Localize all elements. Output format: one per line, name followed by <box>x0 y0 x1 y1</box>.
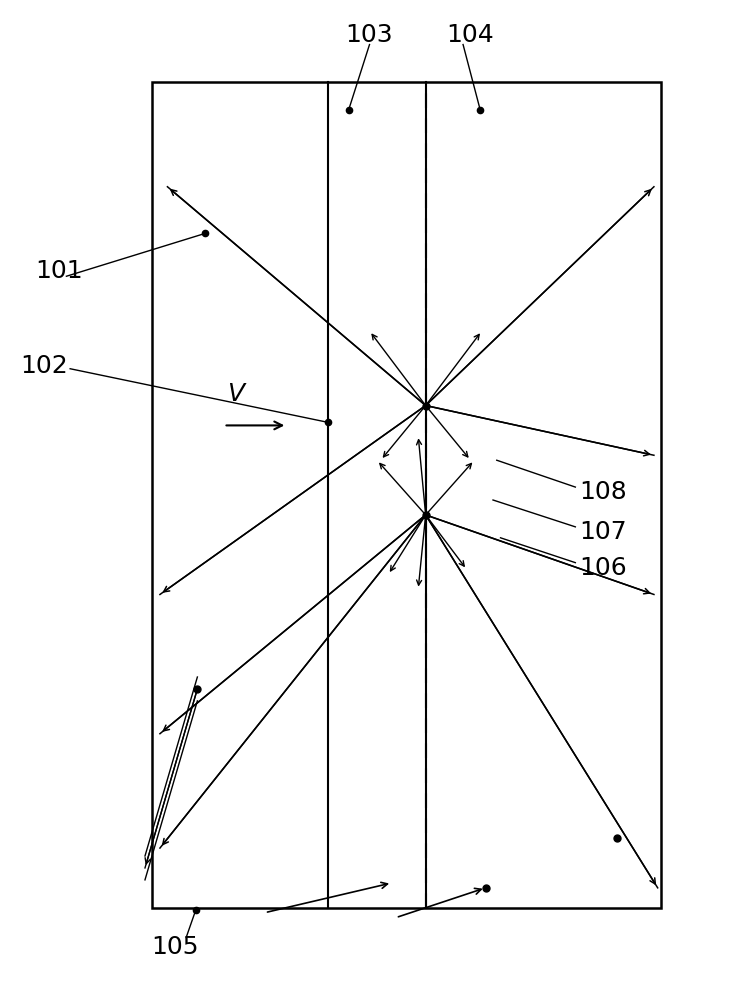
Text: 103: 103 <box>345 23 394 47</box>
Text: V: V <box>227 382 244 406</box>
Text: 104: 104 <box>446 23 495 47</box>
Text: 102: 102 <box>20 354 68 378</box>
Text: 105: 105 <box>151 936 198 960</box>
Bar <box>152 82 661 908</box>
Text: 101: 101 <box>35 259 83 283</box>
Text: 107: 107 <box>579 520 627 544</box>
Text: 106: 106 <box>579 556 627 580</box>
Text: 108: 108 <box>579 480 627 504</box>
